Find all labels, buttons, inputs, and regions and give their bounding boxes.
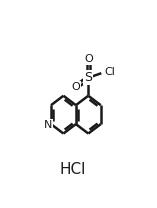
Text: O: O [84, 54, 93, 64]
Text: O: O [72, 82, 81, 92]
Text: Cl: Cl [104, 67, 115, 77]
Text: N: N [44, 120, 52, 130]
Text: HCl: HCl [60, 162, 86, 177]
Text: S: S [84, 71, 92, 84]
